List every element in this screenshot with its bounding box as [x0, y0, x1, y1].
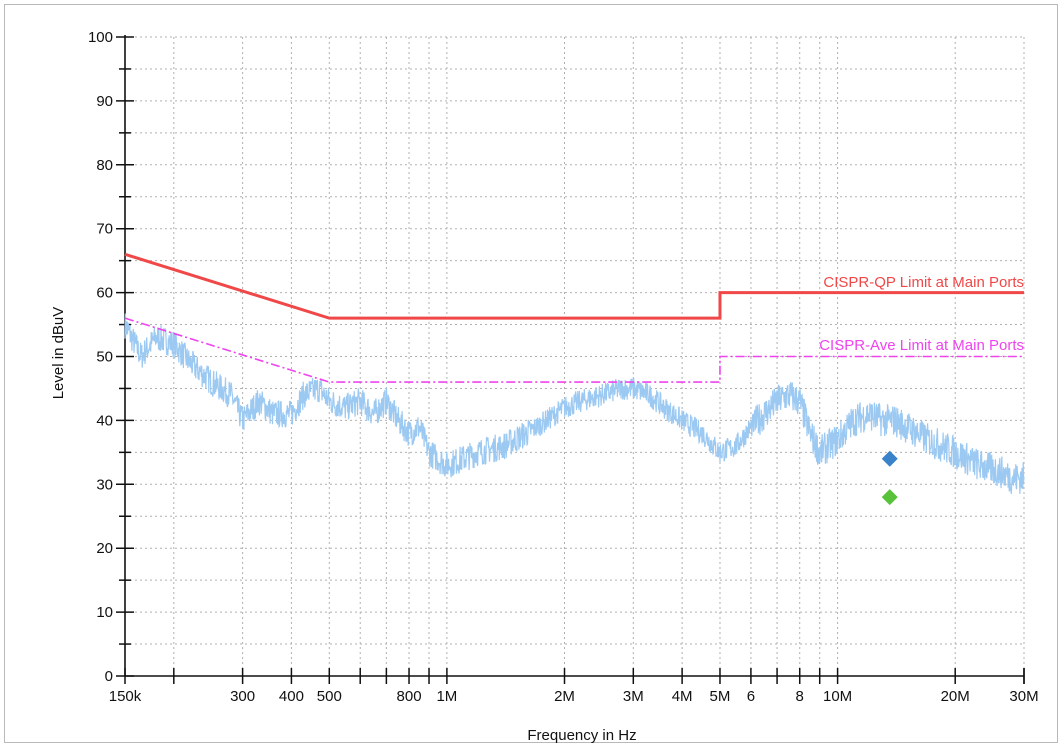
- ave-limit-line: [124, 317, 1024, 383]
- x-tick-label: 4M: [672, 688, 693, 705]
- y-tick-label: 10: [96, 604, 113, 621]
- x-tick-label: 30M: [1009, 688, 1038, 705]
- axes: [116, 35, 1025, 684]
- y-tick-label: 80: [96, 157, 113, 174]
- x-tick-label: 8: [796, 688, 804, 705]
- y-tick-label: 50: [96, 349, 113, 366]
- x-tick-label: 1M: [436, 688, 457, 705]
- x-tick-label: 3M: [623, 688, 644, 705]
- x-tick-label: 500: [317, 688, 342, 705]
- grid-lines: [125, 36, 1025, 676]
- x-tick-label: 400: [279, 688, 304, 705]
- y-tick-label: 100: [88, 29, 113, 46]
- y-axis-title: Level in dBuV: [50, 307, 67, 400]
- labels: 0 10 20 30 40 50 60 70 80 90 100 150k 300 400 500 800 1M…: [88, 29, 1039, 705]
- markers: [881, 450, 898, 506]
- chart-frame: [4, 4, 1058, 743]
- measurement-trace: [124, 313, 1025, 494]
- x-tick-label: 300: [230, 688, 255, 705]
- x-axis-title: Frequency in Hz: [527, 727, 636, 744]
- y-tick-label: 70: [96, 221, 113, 238]
- y-tick-label: 60: [96, 285, 113, 302]
- y-tick-label: 0: [105, 668, 113, 685]
- ave-limit-label: CISPR-Ave Limit at Main Ports: [819, 337, 1024, 354]
- qp-limit-label: CISPR-QP Limit at Main Ports: [823, 274, 1024, 291]
- x-tick-label: 10M: [823, 688, 852, 705]
- qp-limit-line: [124, 252, 1024, 320]
- y-tick-label: 90: [96, 93, 113, 110]
- y-tick-label: 30: [96, 476, 113, 493]
- x-tick-label: 20M: [941, 688, 970, 705]
- qp-measurement-marker: [881, 450, 898, 467]
- x-tick-label: 150k: [109, 688, 142, 705]
- x-tick-label: 6: [747, 688, 755, 705]
- series-layer: [124, 252, 1025, 494]
- x-tick-label: 5M: [710, 688, 731, 705]
- ave-measurement-marker: [881, 489, 898, 506]
- y-tick-label: 20: [96, 540, 113, 557]
- x-tick-label: 2M: [554, 688, 575, 705]
- y-tick-label: 40: [96, 412, 113, 429]
- x-tick-label: 800: [397, 688, 422, 705]
